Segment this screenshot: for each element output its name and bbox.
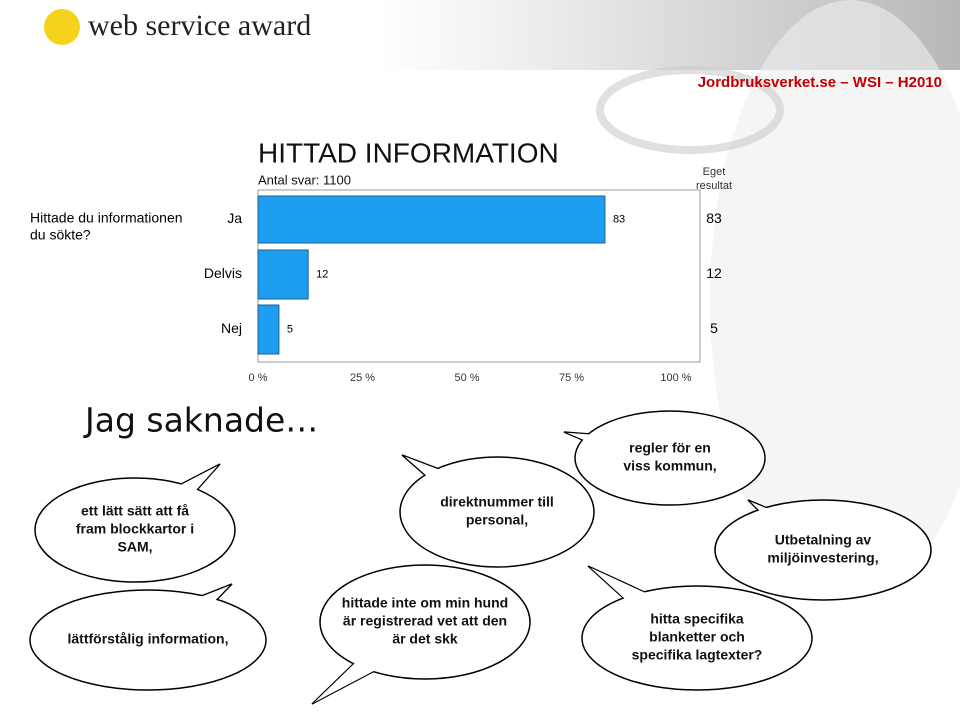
own-result-value: 12: [706, 265, 722, 281]
category-label: Delvis: [204, 265, 242, 281]
bubble-tail-fill: [566, 432, 678, 477]
bubble-text: SAM,: [118, 539, 153, 555]
bubble-tail-fill: [120, 465, 218, 548]
bubble-text: blanketter och: [649, 629, 745, 645]
category-label: Ja: [227, 210, 242, 226]
bubble-text: miljöinvestering,: [767, 550, 878, 566]
bubble-tail-fill: [750, 501, 836, 567]
question: Hittade du informationen: [30, 210, 183, 226]
x-tick-label: 25 %: [350, 372, 375, 384]
decor: [596, 66, 784, 154]
bubble-text: hitta specifika: [650, 611, 744, 627]
own-result-value: 83: [706, 210, 722, 226]
own-result-value: 5: [710, 320, 718, 336]
bubble-text: personal,: [466, 512, 528, 528]
data-label: 5: [287, 323, 293, 335]
bubble-text: viss kommun,: [623, 458, 716, 474]
bubble-text: regler för en: [629, 440, 711, 456]
own-result-header: Eget: [703, 166, 726, 178]
bubble-text: är registrerad vet att den: [343, 613, 507, 629]
bubble-text: direktnummer till: [440, 494, 554, 510]
logo-mark: [44, 9, 80, 45]
bubble-text: fram blockkartor i: [76, 521, 194, 537]
bubble-tail-fill: [314, 604, 440, 703]
bubble-text: specifika lagtexter?: [632, 647, 763, 663]
x-tick-label: 50 %: [454, 372, 479, 384]
bubble-text: Utbetalning av: [775, 532, 872, 548]
chart-title: HITTAD INFORMATION: [258, 137, 559, 168]
bubble-tail-fill: [590, 567, 711, 657]
bubble-text: lättförstålig information,: [68, 631, 229, 647]
bar: [257, 249, 309, 300]
data-label: 83: [613, 213, 625, 225]
bar: [257, 304, 280, 355]
x-tick-label: 75 %: [559, 372, 584, 384]
section-title: Jag saknade…: [83, 401, 318, 440]
logo-text: web service award: [88, 9, 311, 42]
bubble-tail-fill: [133, 585, 230, 660]
bar: [257, 195, 606, 244]
data-label: 12: [316, 268, 328, 280]
x-tick-label: 0 %: [249, 372, 268, 384]
category-label: Nej: [221, 320, 242, 336]
question: du sökte?: [30, 227, 91, 243]
site-label: Jordbruksverket.se – WSI – H2010: [698, 74, 942, 91]
bubble-text: är det skk: [392, 631, 458, 647]
bubble-text: ett lätt sätt att få: [81, 503, 189, 519]
x-tick-label: 100 %: [660, 372, 691, 384]
decor: [710, 0, 960, 600]
own-result-header: resultat: [696, 180, 732, 192]
bubble-tail-fill: [404, 456, 510, 531]
bubble-text: hittade inte om min hund: [342, 595, 508, 611]
chart-subtitle: Antal svar: 1100: [258, 172, 351, 187]
